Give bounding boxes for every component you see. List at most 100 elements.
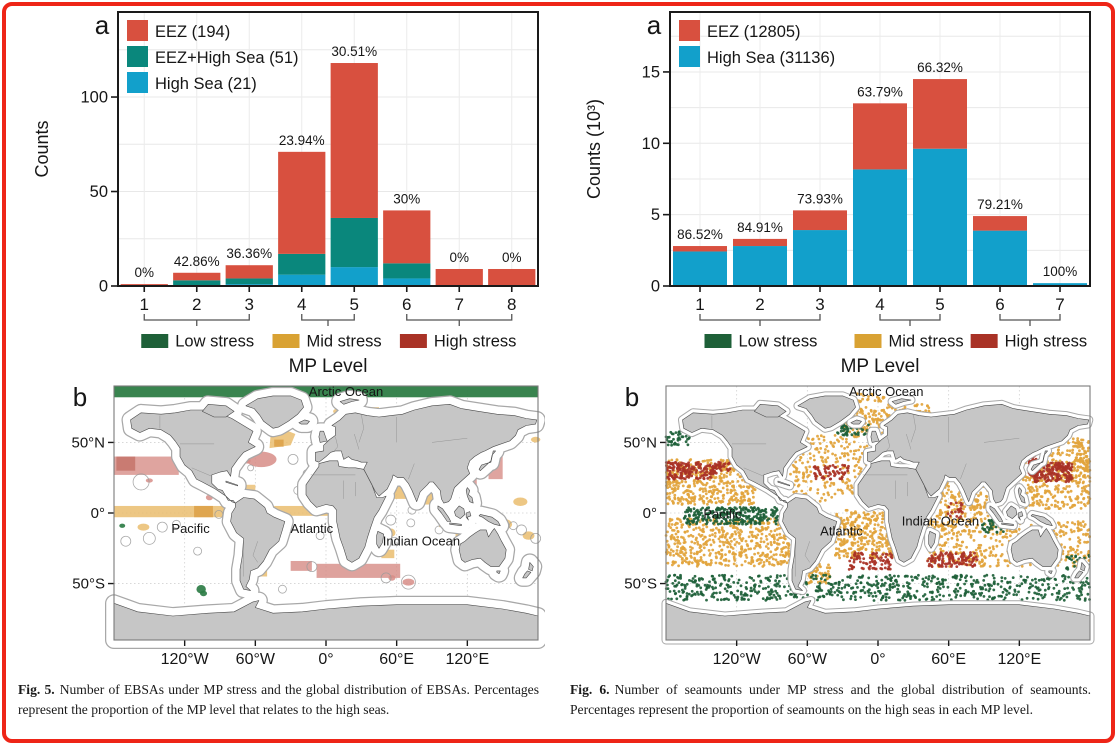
map-patch [199, 590, 208, 597]
bar-segment [853, 169, 907, 286]
fig6a-chart-svg: 86.52% 84.91% 73.93% 63.79% 66.32% 79.21% 100%… [584, 10, 1091, 377]
land-polygon [298, 419, 310, 425]
x-tick-label: 3 [815, 295, 824, 314]
bars-group [120, 63, 536, 286]
map-frame [113, 385, 539, 641]
map-patch [522, 531, 535, 540]
x-tick-label: 2 [755, 295, 764, 314]
land-polygon [850, 419, 862, 425]
lon-tick-label: 120°W [713, 651, 762, 668]
bar-percent-label: 30% [393, 191, 420, 206]
bars-group [673, 79, 1087, 286]
map-patch [290, 560, 312, 571]
land-polygon [1010, 528, 1059, 567]
lon-tick-label: 0° [870, 651, 885, 668]
bar-segment [488, 268, 536, 286]
bar-segment [383, 278, 431, 286]
land-polygon [665, 600, 1091, 641]
land-polygon [465, 487, 474, 504]
bar-percent-label: 30.51% [331, 44, 377, 59]
stress-label: Low stress [175, 333, 254, 351]
land-polygon [318, 430, 328, 443]
axes: 0 5 10 15 1 2 3 4 5 6 7 Counts (10³) MP Level [584, 63, 1065, 377]
bar-percent-label: 73.93% [797, 191, 843, 206]
land-polygon [496, 570, 501, 574]
bar-segment [278, 151, 326, 254]
legend-swatch [679, 46, 700, 67]
y-axis-title: Counts (10³) [584, 99, 604, 199]
x-axis-title: MP Level [841, 356, 920, 377]
land-polygon [797, 395, 856, 429]
x-tick-label: 8 [507, 295, 516, 314]
bar-segment [435, 268, 483, 286]
fig6-column: 86.52% 84.91% 73.93% 63.79% 66.32% 79.21% 100%… [566, 2, 1097, 720]
bar-percent-labels: 0% 42.86% 36.36% 23.94% 30.51% 30% 0% 0% [134, 44, 521, 280]
ocean-label: Atlantic [820, 524, 863, 539]
land-polygon [113, 600, 539, 641]
bar-percent-label: 42.86% [174, 254, 220, 269]
x-tick-label: 4 [875, 295, 884, 314]
land-polygon [1048, 570, 1053, 574]
ocean-label: Arctic Ocean [309, 384, 383, 399]
bar-percent-label: 63.79% [857, 84, 903, 99]
stress-label: Mid stress [889, 333, 964, 351]
seamount-dots [664, 392, 1092, 602]
x-tick-label: 3 [245, 295, 254, 314]
landmasses [113, 395, 539, 641]
map-patch [274, 439, 284, 447]
bar-segment [173, 272, 221, 281]
land-polygon [245, 395, 304, 429]
stress-label: High stress [1005, 333, 1088, 351]
land-polygon [870, 430, 880, 443]
stress-swatch [854, 334, 882, 348]
legend-swatch [127, 20, 148, 41]
ocean-label: Arctic Ocean [849, 384, 923, 399]
y-tick-label: 50 [90, 183, 108, 201]
panel-label-b: b [73, 382, 87, 412]
bar-segment [225, 278, 273, 285]
land-polygon [782, 497, 838, 591]
lat-tick-label: 0° [91, 505, 105, 522]
panel-label-b: b [625, 382, 639, 412]
legend-swatch [127, 72, 148, 93]
land-polygon [1080, 562, 1086, 572]
y-tick-label: 0 [651, 278, 660, 296]
plot-frame [117, 11, 539, 287]
x-tick-label: 4 [297, 295, 306, 314]
y-tick-label: 10 [642, 135, 660, 153]
country-borders [159, 414, 468, 577]
bar-segment [733, 238, 787, 247]
series-legend: EEZ (12805) High Sea (31136) [679, 20, 835, 67]
bar-percent-label: 84.91% [737, 220, 783, 235]
map-patch [194, 505, 213, 518]
ocean-label: Pacific [171, 521, 210, 536]
stress-label: Low stress [739, 333, 818, 351]
stress-swatch [141, 334, 169, 348]
bar-segment [330, 217, 378, 268]
map-patch [116, 456, 136, 471]
x-tick-label: 7 [455, 295, 464, 314]
map-patch [388, 575, 396, 581]
x-axis-title: MP Level [289, 356, 368, 377]
ocean-label: Indian Ocean [383, 533, 460, 548]
bar-percent-label: 86.52% [677, 227, 723, 242]
land-polygon [230, 497, 286, 591]
lon-tick-label: 60°W [788, 651, 828, 668]
bar-percent-label: 0% [449, 250, 469, 265]
bar-segment [330, 267, 378, 286]
series-legend: EEZ (194) EEZ+High Sea (51) High Sea (21) [127, 20, 299, 93]
land-polygon [1030, 514, 1053, 526]
bar-segment [330, 63, 378, 218]
lat-tick-label: 50°N [71, 434, 105, 451]
land-polygon [449, 522, 462, 526]
map-patch [137, 523, 150, 531]
x-tick-label: 6 [402, 295, 411, 314]
legend-swatch [127, 46, 148, 67]
land-polygon [478, 450, 496, 471]
lon-tick-label: 60°E [379, 651, 414, 668]
fig6a-bar-chart: 86.52% 84.91% 73.93% 63.79% 66.32% 79.21% 100%… [566, 2, 1097, 380]
bar-segment [913, 79, 967, 149]
ocean-label: Atlantic [291, 521, 334, 536]
x-tick-label: 5 [350, 295, 359, 314]
